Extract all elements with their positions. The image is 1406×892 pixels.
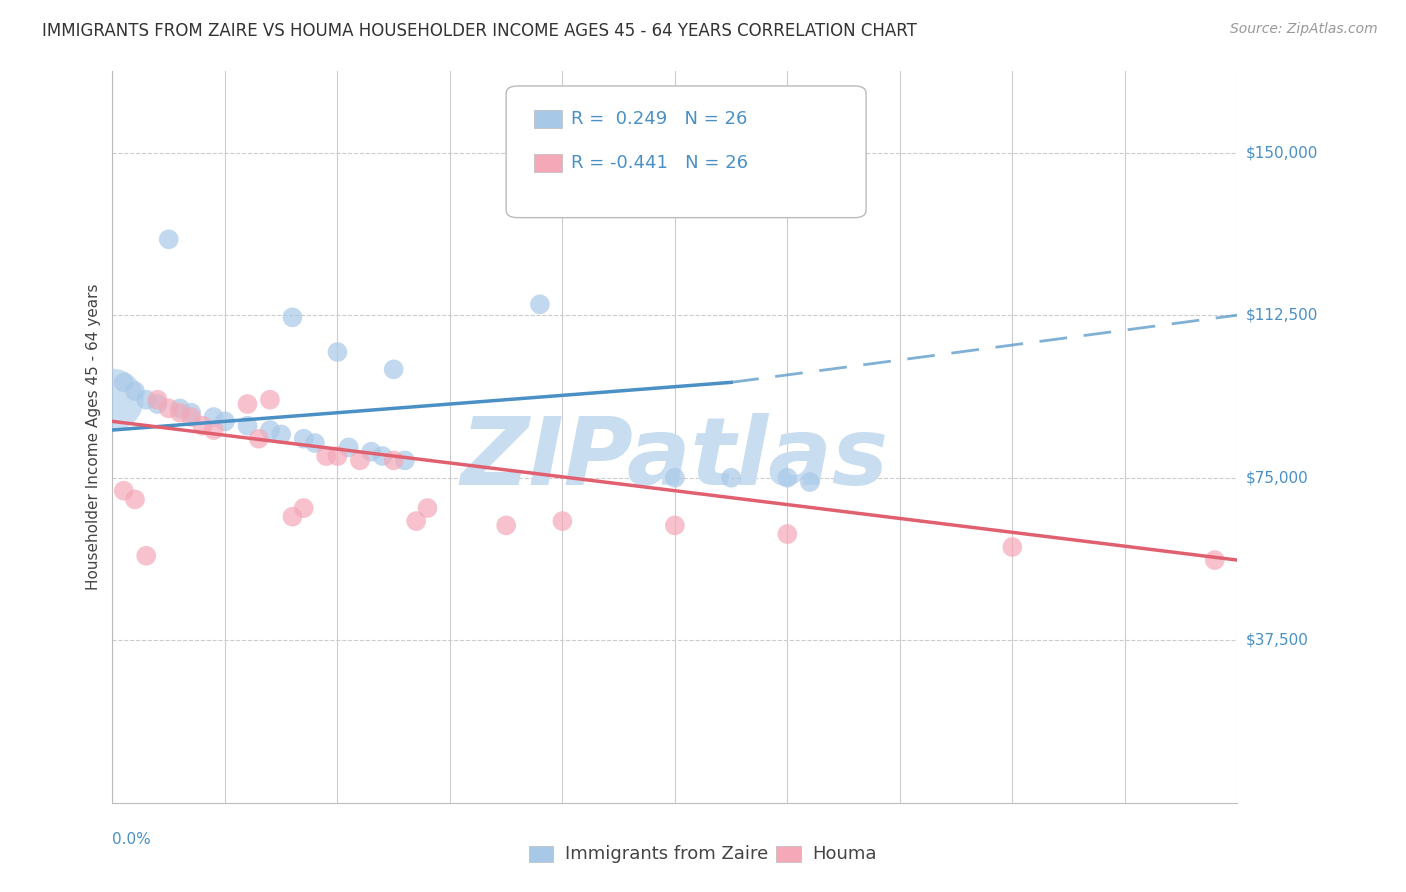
FancyBboxPatch shape	[534, 110, 562, 128]
Point	[315, 449, 337, 463]
Point	[304, 436, 326, 450]
Point	[664, 471, 686, 485]
Point	[495, 518, 517, 533]
Point	[214, 414, 236, 428]
Point	[180, 410, 202, 425]
Point	[382, 362, 405, 376]
FancyBboxPatch shape	[776, 846, 801, 862]
Text: $75,000: $75,000	[1246, 470, 1309, 485]
Text: $150,000: $150,000	[1246, 145, 1317, 161]
Point	[146, 392, 169, 407]
Point	[720, 471, 742, 485]
Point	[202, 410, 225, 425]
Point	[112, 483, 135, 498]
Point	[337, 441, 360, 455]
Point	[247, 432, 270, 446]
Point	[146, 397, 169, 411]
Point	[292, 501, 315, 516]
Point	[169, 401, 191, 416]
Point	[236, 397, 259, 411]
Text: R =  0.249   N = 26: R = 0.249 N = 26	[571, 110, 748, 128]
Point	[326, 449, 349, 463]
Point	[135, 392, 157, 407]
Point	[124, 384, 146, 398]
Text: ZIPatlas: ZIPatlas	[461, 413, 889, 505]
Point	[135, 549, 157, 563]
Point	[157, 232, 180, 246]
Point	[664, 518, 686, 533]
Point	[281, 509, 304, 524]
Point	[292, 432, 315, 446]
Point	[394, 453, 416, 467]
Point	[259, 392, 281, 407]
Point	[180, 406, 202, 420]
Text: 0.0%: 0.0%	[112, 832, 152, 847]
Text: Houma: Houma	[813, 845, 876, 863]
Point	[326, 345, 349, 359]
Point	[157, 401, 180, 416]
Point	[1001, 540, 1024, 554]
FancyBboxPatch shape	[506, 86, 866, 218]
Point	[360, 444, 382, 458]
Point	[281, 310, 304, 325]
Text: $37,500: $37,500	[1246, 632, 1309, 648]
Point	[776, 471, 799, 485]
Point	[551, 514, 574, 528]
Text: Immigrants from Zaire: Immigrants from Zaire	[565, 845, 768, 863]
Point	[349, 453, 371, 467]
FancyBboxPatch shape	[529, 846, 554, 862]
Point	[371, 449, 394, 463]
FancyBboxPatch shape	[534, 153, 562, 172]
Point	[1204, 553, 1226, 567]
Point	[112, 376, 135, 390]
Point	[799, 475, 821, 489]
Point	[416, 501, 439, 516]
Point	[191, 418, 214, 433]
Text: Source: ZipAtlas.com: Source: ZipAtlas.com	[1230, 22, 1378, 37]
Point	[405, 514, 427, 528]
Point	[259, 423, 281, 437]
Point	[382, 453, 405, 467]
Point	[101, 392, 124, 407]
Point	[529, 297, 551, 311]
Point	[776, 527, 799, 541]
Point	[169, 406, 191, 420]
Y-axis label: Householder Income Ages 45 - 64 years: Householder Income Ages 45 - 64 years	[86, 284, 101, 591]
Point	[202, 423, 225, 437]
Text: $112,500: $112,500	[1246, 308, 1317, 323]
Point	[124, 492, 146, 507]
Text: R = -0.441   N = 26: R = -0.441 N = 26	[571, 153, 748, 172]
Text: IMMIGRANTS FROM ZAIRE VS HOUMA HOUSEHOLDER INCOME AGES 45 - 64 YEARS CORRELATION: IMMIGRANTS FROM ZAIRE VS HOUMA HOUSEHOLD…	[42, 22, 917, 40]
Point	[270, 427, 292, 442]
Point	[236, 418, 259, 433]
